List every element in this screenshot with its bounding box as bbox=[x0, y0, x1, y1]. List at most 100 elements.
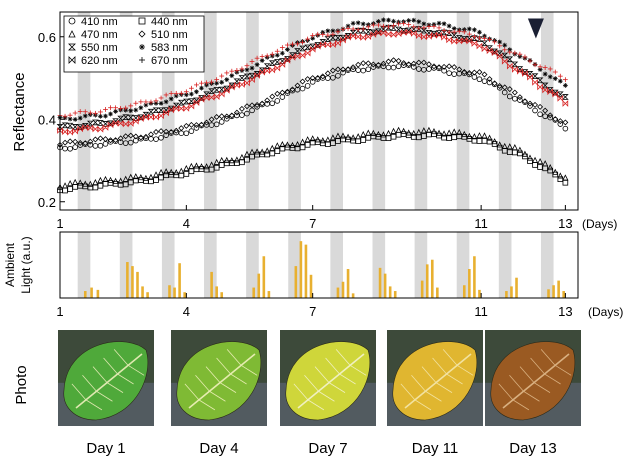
data-point bbox=[537, 158, 544, 165]
data-point bbox=[133, 137, 139, 144]
light-bar bbox=[126, 262, 129, 298]
data-point bbox=[77, 179, 84, 186]
light-bar bbox=[96, 289, 100, 298]
legend-marker bbox=[138, 17, 146, 25]
data-point bbox=[244, 63, 250, 69]
y-tick-label: 0.6 bbox=[38, 30, 56, 45]
night-band bbox=[204, 12, 217, 210]
x-tick-label: 11 bbox=[474, 304, 488, 319]
data-point bbox=[87, 110, 93, 116]
data-point bbox=[157, 107, 165, 114]
data-point bbox=[183, 89, 189, 95]
data-point bbox=[385, 58, 392, 65]
legend-entry-label: 510 nm bbox=[151, 29, 188, 41]
data-point bbox=[415, 128, 422, 135]
data-point bbox=[218, 86, 226, 93]
data-point bbox=[375, 130, 382, 138]
data-point bbox=[511, 144, 518, 151]
data-point bbox=[547, 66, 553, 72]
data-point bbox=[177, 99, 185, 106]
data-point bbox=[350, 32, 356, 40]
data-point bbox=[203, 163, 210, 170]
data-point bbox=[562, 179, 569, 186]
data-point bbox=[204, 80, 209, 86]
data-point bbox=[466, 70, 473, 76]
data-point bbox=[249, 65, 255, 71]
data-point bbox=[355, 61, 362, 68]
data-point bbox=[67, 112, 73, 118]
data-point bbox=[324, 136, 331, 143]
light-bar bbox=[141, 286, 144, 298]
data-point bbox=[335, 29, 341, 35]
data-point bbox=[118, 106, 124, 111]
series-510-nm bbox=[57, 57, 569, 148]
data-point bbox=[557, 94, 564, 102]
data-point bbox=[279, 45, 285, 50]
light-bar bbox=[515, 277, 518, 298]
data-point bbox=[395, 63, 402, 70]
data-point bbox=[127, 139, 134, 146]
data-point bbox=[547, 112, 554, 119]
data-point bbox=[153, 113, 159, 121]
data-point bbox=[350, 64, 357, 71]
data-point bbox=[380, 60, 387, 67]
data-point bbox=[355, 33, 361, 41]
data-point bbox=[522, 70, 528, 77]
data-point bbox=[92, 184, 99, 191]
data-point bbox=[285, 47, 290, 52]
light-bar bbox=[383, 273, 387, 298]
light-bar bbox=[168, 285, 171, 298]
data-point bbox=[218, 162, 225, 168]
data-point bbox=[436, 64, 442, 71]
data-point bbox=[123, 105, 129, 111]
data-point bbox=[406, 18, 412, 23]
data-point bbox=[482, 36, 487, 41]
data-point bbox=[329, 34, 337, 41]
night-band bbox=[372, 12, 386, 210]
data-point bbox=[516, 94, 523, 101]
data-point bbox=[62, 113, 68, 119]
legend-marker bbox=[138, 30, 146, 38]
data-point bbox=[531, 73, 539, 80]
leaf-photo bbox=[387, 330, 483, 426]
data-point bbox=[199, 80, 204, 86]
data-point bbox=[62, 128, 68, 136]
night-band bbox=[414, 12, 428, 210]
data-point bbox=[264, 53, 270, 59]
data-point bbox=[477, 35, 482, 41]
data-point bbox=[57, 127, 63, 134]
data-point bbox=[142, 174, 149, 181]
data-point bbox=[269, 51, 275, 57]
data-point bbox=[269, 66, 276, 74]
legend-entry-label: 440 nm bbox=[151, 16, 188, 28]
y-tick-label: 0.4 bbox=[38, 112, 56, 127]
data-point bbox=[178, 167, 185, 174]
night-band bbox=[330, 12, 344, 210]
data-point bbox=[532, 101, 539, 108]
data-point bbox=[208, 116, 215, 123]
data-point bbox=[62, 145, 68, 152]
data-point bbox=[229, 73, 235, 79]
data-point bbox=[314, 76, 321, 82]
data-point bbox=[178, 105, 185, 112]
data-point bbox=[82, 140, 89, 147]
data-point bbox=[133, 117, 139, 125]
photo-day-label: Day 1 bbox=[86, 440, 126, 457]
series-620-nm bbox=[57, 28, 569, 136]
data-point bbox=[324, 70, 331, 77]
data-point bbox=[112, 138, 119, 145]
data-point bbox=[506, 143, 513, 150]
data-point bbox=[213, 87, 221, 93]
light-bar bbox=[299, 241, 303, 298]
data-point bbox=[339, 132, 347, 139]
data-point bbox=[239, 159, 245, 166]
data-point bbox=[446, 29, 452, 35]
data-point bbox=[244, 110, 250, 117]
data-point bbox=[72, 184, 78, 190]
reflectance-chart: Reflectance 0.2 0.4 0.6 1 4 7 11 13 (Days) 410… bbox=[11, 11, 617, 231]
series-440-nm bbox=[57, 131, 569, 194]
data-point bbox=[355, 67, 361, 73]
data-point bbox=[481, 40, 488, 47]
data-point bbox=[274, 48, 280, 54]
data-point bbox=[264, 67, 271, 75]
